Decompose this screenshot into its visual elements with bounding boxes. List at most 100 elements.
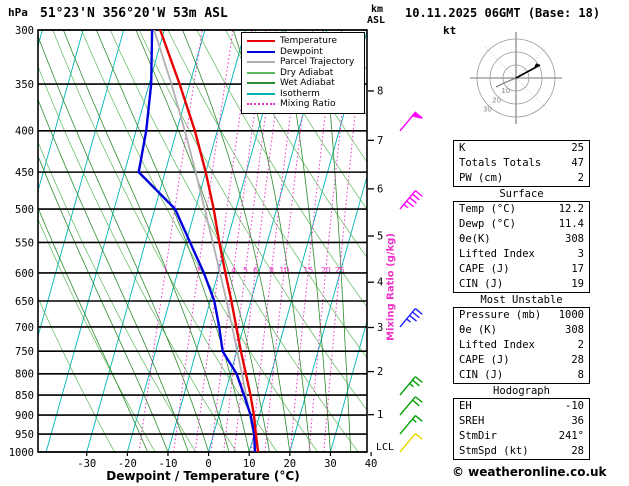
- temp-tick-label: -30: [77, 458, 96, 470]
- km-tick-label: 2: [377, 366, 383, 378]
- table-section-title: Most Unstable: [480, 294, 563, 306]
- pressure-tick-label: 300: [15, 25, 34, 37]
- table-row: CAPE (J) 28: [454, 353, 589, 368]
- row-label: StmSpd (kt): [459, 445, 529, 457]
- hodograph-unit-label: kt: [443, 24, 457, 37]
- legend-label: Mixing Ratio: [280, 99, 336, 110]
- mixing-ratio-value: 6: [253, 266, 258, 275]
- row-value: 2: [577, 339, 584, 351]
- wind-barb: [399, 376, 423, 396]
- isotherm-line: [45, 30, 165, 452]
- legend-label: Temperature: [280, 36, 338, 47]
- table-section-title: Surface: [499, 188, 544, 200]
- legend-label: Isotherm: [280, 88, 320, 99]
- sounding-curves: [137, 30, 260, 452]
- temperature-curve: [159, 30, 260, 452]
- hodograph-ring-label: 30: [483, 106, 492, 114]
- row-value: 28: [571, 445, 584, 457]
- pressure-tick-label: 700: [15, 322, 34, 334]
- dry-adiabat-line: [38, 65, 237, 452]
- legend-item: Temperature: [247, 36, 364, 47]
- table-row: K 25: [454, 141, 589, 156]
- row-label: Lifted Index: [459, 248, 535, 260]
- mixing-ratio-value: 2: [196, 266, 201, 275]
- mixing-ratio-value: 4: [231, 266, 236, 275]
- table-row: CAPE (J) 17: [454, 262, 589, 277]
- table-row: Lifted Index 3: [454, 247, 589, 262]
- table-row: PW (cm) 2: [454, 171, 589, 186]
- plot-border: [37, 29, 368, 453]
- km-tick-label: 3: [377, 322, 383, 334]
- row-label: EH: [459, 400, 472, 412]
- legend-line-sample: [247, 103, 275, 106]
- km-axis-label: km: [371, 4, 384, 15]
- mixing-ratio-line: [289, 30, 336, 452]
- table-section: K 25 Totals Totals 47 PW (cm) 2: [453, 140, 590, 187]
- wind-barb: [399, 415, 423, 435]
- mixing-ratio-value: 10: [279, 266, 289, 275]
- pressure-tick-label: 450: [15, 167, 34, 179]
- row-label: Dewp (°C): [459, 218, 516, 230]
- table-section: Temp (°C) 12.2 Dewp (°C) 11.4 θe(K) 308 Lifted…: [453, 201, 590, 293]
- hodograph-ring-label: 20: [492, 96, 501, 104]
- row-value: 28: [571, 354, 584, 366]
- legend-box: Temperature Dewpoint Parcel Trajectory Dry …: [241, 32, 365, 114]
- isotherm-line: [38, 30, 84, 193]
- table-row: StmSpd (kt) 28: [454, 444, 589, 459]
- dry-adiabat-line: [282, 30, 367, 163]
- pressure-tick-label: 400: [15, 126, 34, 138]
- wind-barb: [399, 396, 423, 416]
- pressure-tick-label: 500: [15, 204, 34, 216]
- temp-tick-label: 10: [243, 458, 256, 470]
- legend-item: Mixing Ratio: [247, 99, 364, 110]
- legend-item: Parcel Trajectory: [247, 57, 364, 68]
- dewpoint-curve: [137, 30, 257, 452]
- table-row: StmDir 241°: [454, 429, 589, 444]
- pressure-tick-label: 650: [15, 296, 34, 308]
- legend-label: Parcel Trajectory: [280, 57, 355, 68]
- dry-adiabat-line: [225, 30, 367, 259]
- temp-tick-label: 40: [365, 458, 378, 470]
- row-value: 17: [571, 263, 584, 275]
- mixing-ratio-value: 8: [269, 266, 274, 275]
- mixing-ratio-value: 15: [303, 266, 313, 275]
- mixing-ratio-line: [264, 30, 314, 452]
- wind-barb: [399, 433, 423, 453]
- row-label: Temp (°C): [459, 203, 516, 215]
- legend-item: Wet Adiabat: [247, 78, 364, 89]
- row-value: 308: [565, 324, 584, 336]
- pressure-tick-label: 350: [15, 79, 34, 91]
- row-value: 8: [577, 369, 584, 381]
- km-tick-label: 4: [377, 277, 383, 289]
- km-tick-label: 6: [377, 183, 383, 195]
- row-label: CAPE (J): [459, 354, 510, 366]
- km-tick-label: 5: [377, 231, 383, 243]
- row-value: 25: [571, 142, 584, 154]
- mixing-ratio-value: 1: [163, 266, 168, 275]
- legend-line-sample: [247, 92, 275, 95]
- row-label: θe (K): [459, 324, 497, 336]
- legend-line-sample: [247, 82, 275, 85]
- isotherm-line: [330, 319, 367, 452]
- row-value: 12.2: [558, 203, 584, 215]
- asl-axis-label: ASL: [367, 15, 386, 26]
- row-label: K: [459, 142, 466, 154]
- pressure-tick-label: 800: [15, 369, 34, 381]
- row-label: CIN (J): [459, 278, 504, 290]
- temp-tick-label: 20: [283, 458, 296, 470]
- legend-line-sample: [247, 50, 275, 53]
- legend-line-sample: [247, 71, 275, 74]
- legend-item: Dry Adiabat: [247, 68, 364, 79]
- wind-barb: [399, 308, 423, 328]
- table-row: CIN (J) 8: [454, 368, 589, 383]
- row-label: CAPE (J): [459, 263, 510, 275]
- mixing-ratio-value: 25: [335, 266, 345, 275]
- hodograph-ring-label: 10: [501, 87, 510, 95]
- mixing-ratio-line: [250, 30, 302, 452]
- temp-tick-label: -10: [158, 458, 177, 470]
- temp-tick-label: 30: [324, 458, 337, 470]
- row-value: 36: [571, 415, 584, 427]
